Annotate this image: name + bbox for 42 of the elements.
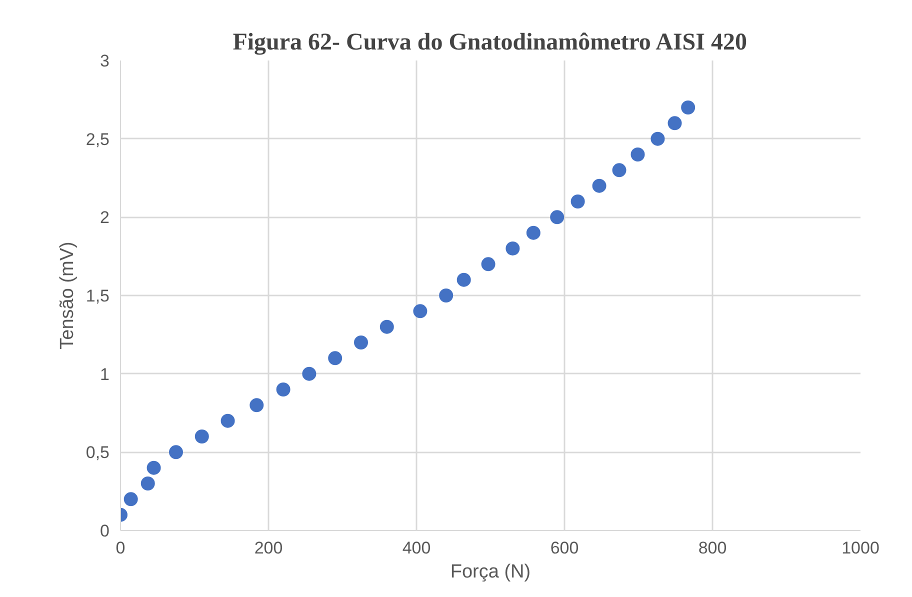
x-axis-title: Força (N)	[450, 562, 531, 582]
chart-title: Figura 62- Curva do Gnatodinamômetro AISI 420	[232, 30, 747, 56]
point	[302, 366, 316, 381]
point	[194, 430, 209, 444]
y-tick-label: 0	[100, 522, 110, 540]
point	[169, 445, 183, 460]
point	[276, 382, 290, 396]
point	[220, 414, 235, 428]
x-tick-label: 200	[254, 538, 283, 558]
x-tick-label: 400	[402, 538, 431, 558]
point	[681, 100, 696, 114]
point	[124, 492, 138, 506]
point	[570, 194, 585, 208]
x-tick-label: 600	[550, 538, 579, 558]
y-axis-title: Tensão (mV)	[56, 242, 78, 350]
point	[481, 257, 496, 272]
point	[354, 336, 368, 350]
point	[140, 476, 155, 490]
point	[526, 226, 540, 240]
point	[612, 163, 626, 178]
point	[630, 148, 645, 162]
point	[380, 320, 394, 334]
point	[550, 210, 564, 224]
point	[250, 398, 264, 412]
point	[439, 288, 454, 302]
point	[592, 178, 606, 193]
y-tick-label: 0,5	[86, 443, 110, 462]
y-tick-label: 2,5	[86, 130, 110, 149]
y-tick-label: 3	[100, 52, 110, 70]
point	[506, 242, 520, 256]
point	[146, 460, 161, 475]
point	[328, 351, 342, 366]
point	[456, 272, 471, 287]
y-tick-label: 1	[100, 364, 110, 384]
y-tick-label: 2	[100, 208, 110, 228]
x-tick-label: 0	[116, 538, 126, 558]
point	[413, 304, 428, 318]
point	[668, 116, 682, 130]
x-tick-label: 800	[698, 538, 727, 558]
x-tick-label: 1000	[842, 538, 880, 558]
point	[650, 132, 665, 146]
y-tick-label: 1,5	[86, 286, 110, 306]
